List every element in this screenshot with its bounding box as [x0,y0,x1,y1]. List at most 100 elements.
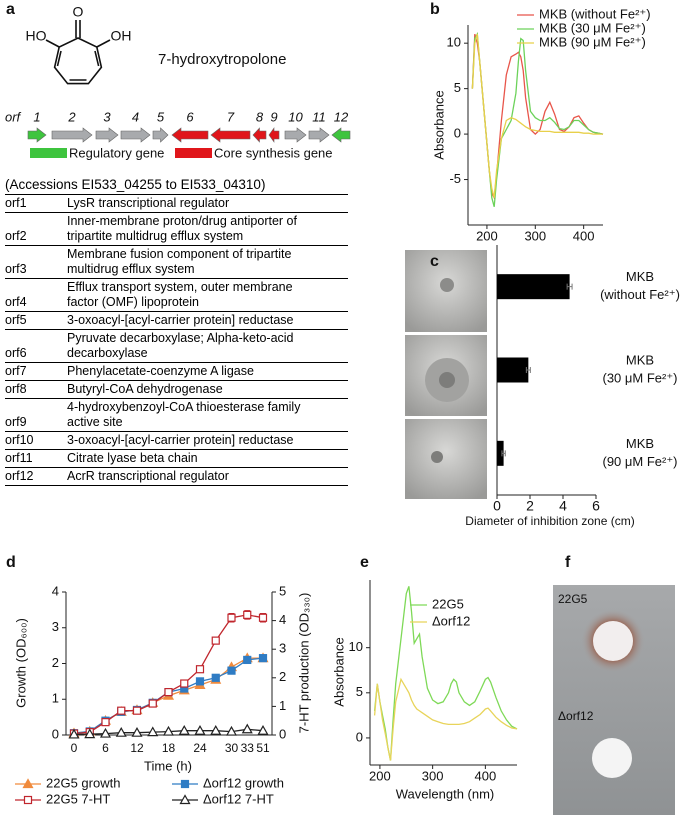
marker [180,779,190,789]
marker [22,778,34,789]
legend-label: 22G5 [432,596,464,611]
gene-number: 7 [227,109,235,124]
table-row: orf10 3-oxoacyl-[acyl-carrier protein] re… [5,432,348,450]
description-cell: 3-oxoacyl-[acyl-carrier protein] reducta… [67,313,294,327]
y-tick-label: 4 [52,583,59,598]
x-tick-label: 6 [592,498,600,514]
error-bar [501,450,506,457]
y2-tick-label: 2 [279,669,286,684]
y-tick-label: 2 [52,655,59,670]
description-cell: Pyruvate decarboxylase; Alpha-keto-acid … [67,331,294,360]
marker [258,613,268,622]
table-caption: (Accessions EI533_04255 to EI533_04310) [5,176,348,195]
marker [210,724,222,735]
gene-arrow [252,127,267,143]
table-row: orf2 Inner-membrane proton/drug antiporte… [5,213,348,246]
gene-arrow [51,127,93,143]
orf-cell: orf6 [5,346,27,360]
x-tick-label: 18 [162,741,176,755]
legend-label: MKB (90 μM Fe²⁺) [539,34,646,49]
cluster-label: orf [5,109,22,124]
strain-label: 22G5 [558,592,588,606]
gene-number: 4 [132,109,139,124]
y-tick-label: 0 [454,126,461,141]
atom-label: HO [26,28,47,44]
y-axis-label: Growth (OD₆₀₀) [13,618,28,708]
marker [211,636,220,645]
marker [195,665,205,674]
legend-label: 22G5 growth [46,775,120,790]
y-tick-label: 5 [356,684,363,699]
y2-tick-label: 3 [279,641,286,656]
x-tick-label: 200 [369,768,391,783]
legend-label: Δorf12 growth [203,775,284,790]
x-axis-label: Time (h) [144,758,192,773]
description-cell: Membrane fusion component of tripartite … [67,247,292,276]
bar [497,357,529,383]
panel-label: c [430,253,439,270]
description-cell: LysR transcriptional regulator [67,196,230,210]
atom-label: O [73,4,84,20]
marker [164,687,173,697]
legend-label: Core synthesis gene [214,145,333,160]
legend-swatch [30,148,67,158]
plate-photo [553,585,675,815]
y-tick-label: 0 [356,729,363,744]
panel-label: d [6,554,16,571]
series-line [471,33,604,200]
orf-cell: orf11 [5,451,33,465]
y-tick-label: 0 [52,726,59,741]
gene-arrow [268,127,280,143]
gene-arrow [331,127,351,143]
marker [84,728,96,739]
y2-axis-label: 7-HT production (OD₃₃₀) [296,593,311,734]
marker [180,679,189,688]
orf-cell: orf12 [5,469,34,483]
category-label: (90 μM Fe²⁺) [602,454,677,469]
marker [179,794,191,805]
legend-label: Δorf12 7-HT [203,791,274,806]
atom-label: OH [111,28,132,44]
marker [101,718,110,727]
description-cell: 4-hydroxybenzoyl-CoA thioesterase family… [67,400,301,429]
x-tick-label: 12 [130,741,144,755]
error-bar [566,283,573,290]
orf-cell: orf7 [5,364,27,378]
x-axis-label: Wavelength (nm) [396,786,495,801]
plate-photos [405,250,487,499]
x-tick-label: 300 [422,768,444,783]
gene-arrow [152,127,169,143]
marker [227,613,236,622]
description-cell: AcrR transcriptional regulator [67,469,229,483]
x-tick-label: 6 [102,741,109,755]
y2-tick-label: 4 [279,612,286,627]
gene-number: 12 [334,109,349,124]
y-axis-label: Absorbance [431,90,446,159]
structure-drawing [45,20,111,85]
legend-swatch [175,148,212,158]
legend-label: 22G5 7-HT [46,791,110,806]
x-tick-label: 200 [476,228,498,243]
marker [194,724,206,735]
table-row: orf8 Butyryl-CoA dehydrogenase [5,381,348,399]
y-tick-label: 5 [454,80,461,95]
error-bar [525,367,531,373]
table-row: orf3 Membrane fusion component of tripart… [5,246,348,279]
x-tick-label: 400 [573,228,595,243]
x-tick-label: 0 [71,741,78,755]
marker [178,724,190,735]
y-tick-label: 10 [349,639,363,654]
panel-label: b [430,1,440,18]
x-axis-label: Diameter of inhibition zone (cm) [465,514,634,528]
x-tick-label: 4 [559,498,567,514]
category-label: MKB [626,352,654,367]
table-row: orf5 3-oxoacyl-[acyl-carrier protein] red… [5,312,348,330]
marker [147,726,159,737]
panel-label: a [6,1,15,18]
gene-arrow [210,127,251,143]
marker [241,723,253,734]
x-tick-label: 300 [524,228,546,243]
marker [162,725,175,736]
panel-label: e [360,554,369,571]
